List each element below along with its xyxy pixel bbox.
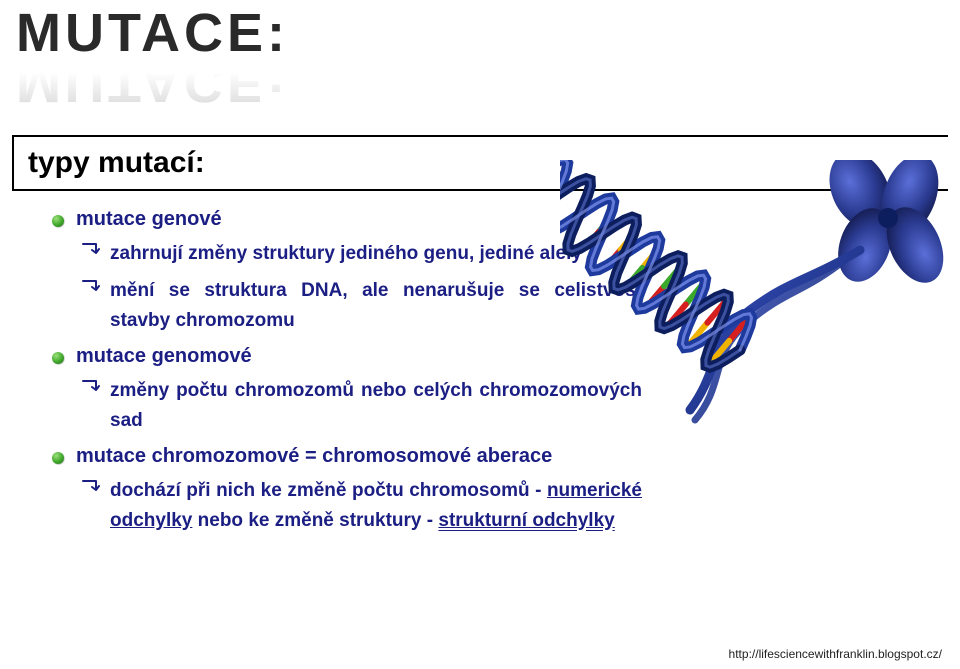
list-item: mutace genomové <box>52 345 642 368</box>
sub-item: zahrnují změny struktury jediného genu, … <box>82 239 642 268</box>
sub-item: dochází při nich ke změně počtu chromoso… <box>82 476 642 535</box>
arrow-icon <box>82 480 100 494</box>
bullet-icon <box>52 452 64 464</box>
bullet-icon <box>52 352 64 364</box>
page-title-reflection: MUTACE: <box>16 56 289 110</box>
t: nebo ke změně struktury - <box>192 510 438 531</box>
subtitle-box: typy mutací: <box>12 135 948 191</box>
title-block: MUTACE: MUTACE: <box>16 6 289 110</box>
content-list: mutace genové zahrnují změny struktury j… <box>52 208 642 543</box>
sub-item: změny počtu chromozomů nebo celých chrom… <box>82 376 642 435</box>
heading-2: mutace genomové <box>76 345 252 367</box>
sub-text: mění se struktura DNA, ale nenarušuje se… <box>110 276 642 335</box>
arrow-icon <box>82 243 100 257</box>
slide: MUTACE: MUTACE: typy mutací: mutace geno… <box>0 0 960 669</box>
page-title: MUTACE: <box>16 6 289 60</box>
sub-item: mění se struktura DNA, ale nenarušuje se… <box>82 276 642 335</box>
sub-text: dochází při nich ke změně počtu chromoso… <box>110 476 642 535</box>
bullet-icon <box>52 215 64 227</box>
double-underline-term: strukturní odchylky <box>438 510 614 531</box>
t: dochází při nich ke změně počtu chromoso… <box>110 480 547 501</box>
heading-3: mutace chromozomové = chromosomové abera… <box>76 445 552 467</box>
heading-1: mutace genové <box>76 208 222 230</box>
arrow-icon <box>82 380 100 394</box>
footer-url: http://lifesciencewithfranklin.blogspot.… <box>729 647 942 661</box>
list-item: mutace chromozomové = chromosomové abera… <box>52 445 642 468</box>
subtitle-text: typy mutací: <box>28 146 205 180</box>
sub-text: zahrnují změny struktury jediného genu, … <box>110 239 642 268</box>
list-item: mutace genové <box>52 208 642 231</box>
sub-text: změny počtu chromozomů nebo celých chrom… <box>110 376 642 435</box>
arrow-icon <box>82 280 100 294</box>
